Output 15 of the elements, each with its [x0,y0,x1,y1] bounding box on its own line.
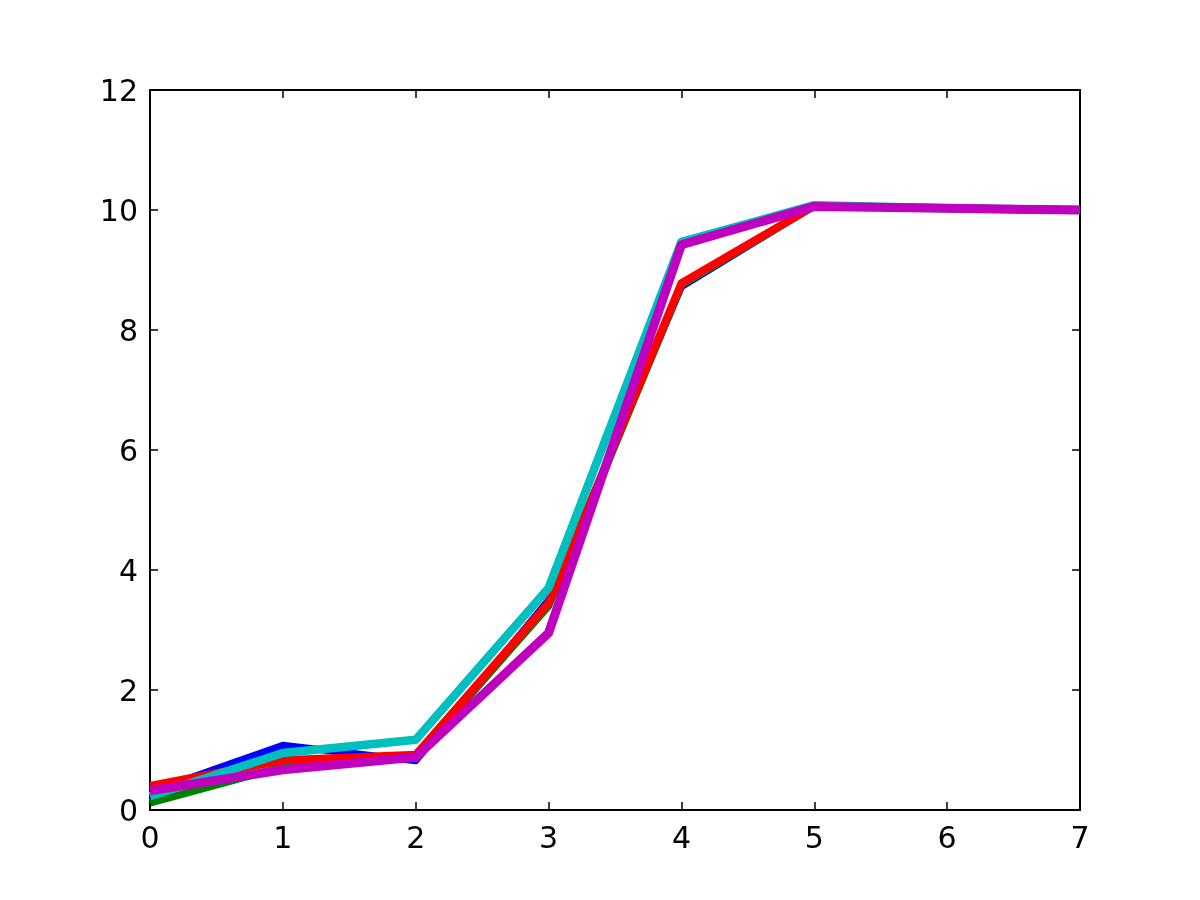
y-tick-label: 4 [118,552,138,588]
x-tick-label: 6 [937,819,957,855]
x-tick-label: 5 [804,819,824,855]
x-tick-label: 3 [539,819,559,855]
y-tick-label: 0 [118,792,138,828]
y-tick-label: 10 [99,192,138,228]
y-tick-label: 6 [118,432,138,468]
x-tick-label: 2 [406,819,426,855]
y-tick-label: 12 [99,72,138,108]
x-tick-label: 1 [273,819,293,855]
y-tick-label: 8 [118,312,138,348]
y-tick-label: 2 [118,672,138,708]
x-tick-label: 4 [671,819,691,855]
x-tick-label: 7 [1070,819,1090,855]
x-tick-label: 0 [140,819,160,855]
